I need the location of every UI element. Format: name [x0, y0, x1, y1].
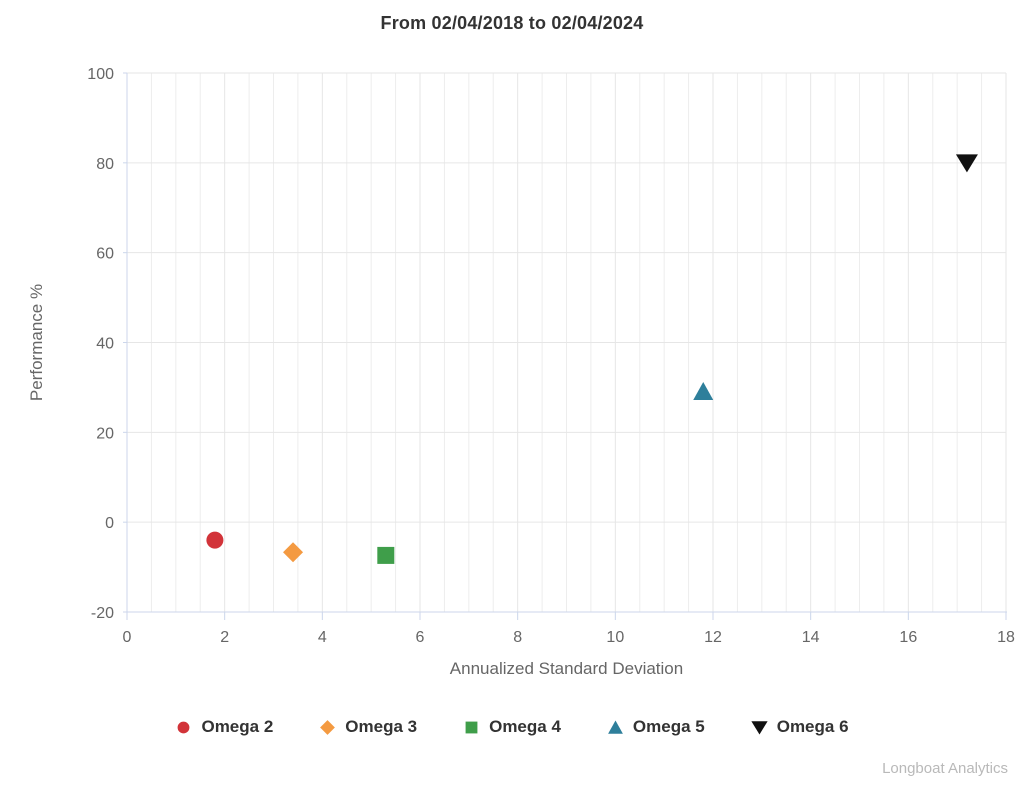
watermark-credit: Longboat Analytics — [882, 760, 1008, 777]
data-point-omega-6[interactable] — [955, 154, 978, 173]
legend-item-omega-2[interactable]: Omega 2 — [175, 717, 273, 737]
triangle-down-icon — [751, 720, 768, 735]
x-tick-label: 0 — [123, 629, 132, 646]
legend-item-omega-6[interactable]: Omega 6 — [751, 717, 849, 737]
legend-label: Omega 6 — [776, 717, 849, 736]
legend-item-omega-5[interactable]: Omega 5 — [607, 717, 705, 737]
y-tick-label: 100 — [87, 66, 114, 83]
y-tick-label: -20 — [91, 605, 114, 622]
chart-title: From 02/04/2018 to 02/04/2024 — [380, 13, 644, 33]
legend-label: Omega 5 — [632, 717, 705, 736]
circle-icon — [178, 721, 190, 733]
legend-item-omega-4[interactable]: Omega 4 — [463, 717, 561, 737]
x-tick-label: 12 — [704, 629, 722, 646]
y-tick-label: 80 — [96, 156, 114, 173]
x-tick-label: 16 — [899, 629, 917, 646]
legend-item-omega-3[interactable]: Omega 3 — [319, 717, 417, 737]
x-tick-label: 4 — [318, 629, 327, 646]
triangle-up-icon — [608, 719, 623, 734]
y-tick-label: 0 — [105, 515, 114, 532]
x-axis-title: Annualized Standard Deviation — [450, 659, 683, 678]
data-point-omega-2[interactable] — [206, 531, 224, 549]
y-tick-label: 40 — [96, 336, 114, 353]
x-tick-label: 2 — [220, 629, 229, 646]
x-tick-label: 10 — [606, 629, 624, 646]
legend: Omega 2 Omega 3 Omega 4 Omega 5 Omega 6 — [0, 717, 1024, 737]
data-point-omega-5[interactable] — [693, 381, 714, 400]
legend-label: Omega 3 — [345, 717, 418, 736]
diamond-icon — [320, 719, 336, 735]
y-tick-label: 20 — [96, 425, 114, 442]
legend-label: Omega 4 — [489, 717, 561, 736]
y-axis-title: Performance % — [27, 284, 46, 401]
x-tick-label: 18 — [997, 629, 1015, 646]
x-tick-label: 14 — [802, 629, 820, 646]
scatter-plot: 0 2 4 6 8 10 12 14 16 18 -20 0 20 40 60 80 100 Annualized… — [27, 66, 1015, 678]
y-tick-label: 60 — [96, 246, 114, 263]
x-tick-label: 8 — [513, 629, 522, 646]
data-point-omega-3[interactable] — [283, 542, 304, 563]
legend-label: Omega 2 — [201, 717, 274, 736]
square-icon — [465, 721, 478, 733]
data-point-omega-4[interactable] — [377, 546, 395, 564]
x-tick-label: 6 — [416, 629, 425, 646]
